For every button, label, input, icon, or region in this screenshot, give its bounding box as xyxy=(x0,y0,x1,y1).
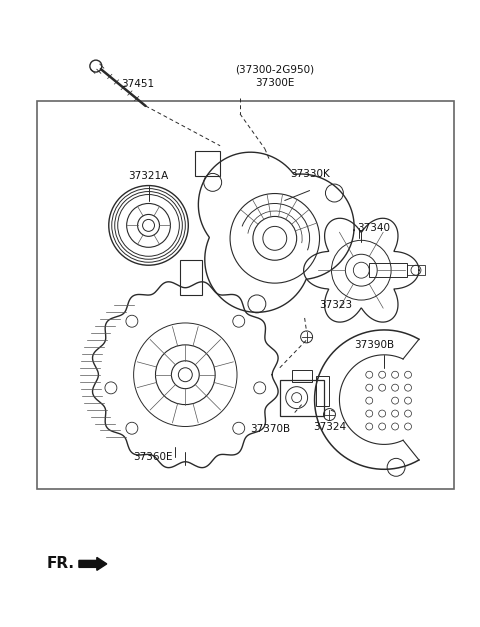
Bar xyxy=(315,376,329,406)
Text: 37340: 37340 xyxy=(357,223,390,233)
Text: 37360E: 37360E xyxy=(133,452,172,462)
Text: 37323: 37323 xyxy=(320,300,353,310)
Bar xyxy=(180,260,202,295)
Text: 37390B: 37390B xyxy=(354,340,394,350)
Bar xyxy=(195,150,220,176)
Bar xyxy=(280,380,324,416)
Text: FR.: FR. xyxy=(46,556,74,571)
Text: 37451: 37451 xyxy=(120,79,154,89)
Bar xyxy=(292,370,312,382)
Bar xyxy=(369,263,407,277)
Text: 37324: 37324 xyxy=(313,423,346,433)
Text: 37300E: 37300E xyxy=(255,78,295,88)
Text: 37370B: 37370B xyxy=(250,424,290,435)
Bar xyxy=(37,101,454,489)
Text: (37300-2G950): (37300-2G950) xyxy=(235,64,314,74)
Bar xyxy=(407,265,425,275)
Text: 37330K: 37330K xyxy=(290,169,329,179)
FancyArrow shape xyxy=(79,557,107,571)
Text: 37321A: 37321A xyxy=(129,171,168,181)
